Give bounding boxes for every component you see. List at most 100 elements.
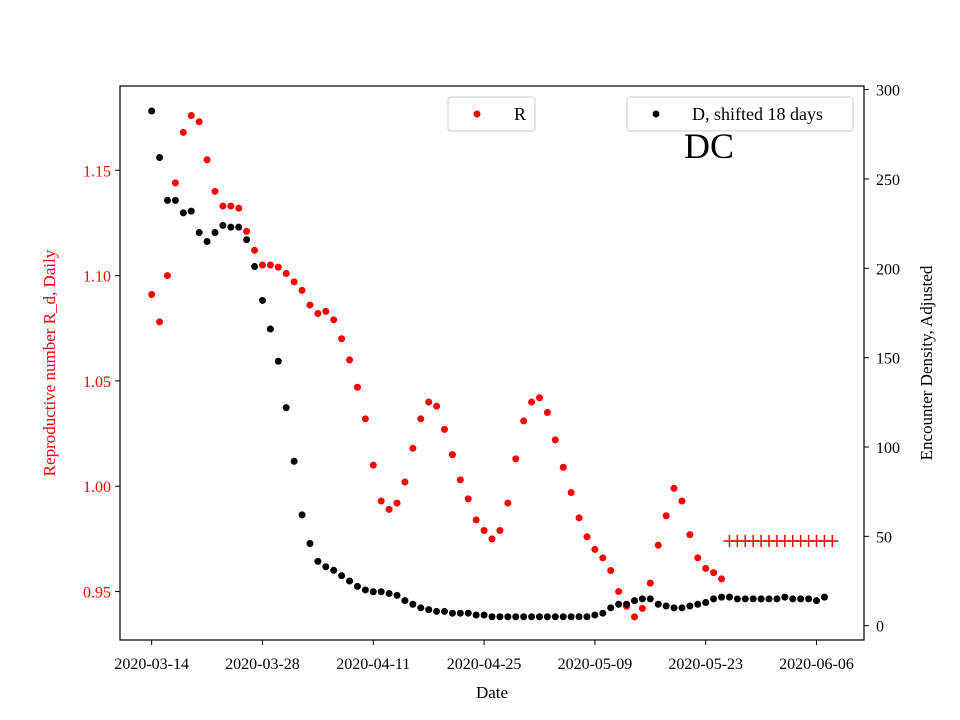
r-point (195, 118, 203, 126)
r-point (646, 579, 654, 587)
d-point (559, 613, 567, 621)
r-point (718, 575, 726, 583)
d-point (235, 223, 243, 231)
y-axis-right: 0 50 100 150 200 250 300 (864, 83, 900, 636)
r-point (591, 545, 599, 553)
r-point (385, 505, 393, 513)
d-point (401, 597, 409, 605)
r-point (472, 516, 480, 524)
d-point (258, 296, 266, 304)
r-point (662, 512, 670, 520)
y-left-tick-label: 1.05 (83, 374, 111, 391)
d-point (686, 602, 694, 610)
legend-d-label: D, shifted 18 days (692, 104, 823, 124)
d-point (535, 613, 543, 621)
d-point (322, 563, 330, 571)
r-point (551, 436, 559, 444)
d-point (353, 582, 361, 590)
d-point (227, 223, 235, 231)
r-point (274, 263, 282, 271)
x-tick-label: 2020-05-23 (668, 656, 743, 673)
d-point (425, 606, 433, 614)
d-point (765, 595, 773, 603)
d-point (472, 611, 480, 619)
d-point (187, 207, 195, 215)
y-left-tick-label: 1.00 (83, 479, 111, 496)
y-right-tick-label: 0 (876, 619, 884, 636)
d-point (488, 613, 496, 621)
r-point (710, 569, 718, 577)
r-point (163, 272, 171, 280)
r-point (227, 202, 235, 210)
r-point (686, 531, 694, 539)
legend-d-marker (652, 110, 660, 118)
d-point (749, 595, 757, 603)
r-point (464, 495, 472, 503)
d-point (733, 595, 741, 603)
r-point (251, 246, 259, 254)
y-right-tick-label: 150 (876, 351, 900, 368)
y-right-tick-label: 250 (876, 172, 900, 189)
r-point (401, 478, 409, 486)
d-point (251, 262, 259, 270)
d-point (789, 595, 797, 603)
r-point (361, 415, 369, 423)
d-point (567, 613, 575, 621)
r-point (219, 202, 227, 210)
r-point (567, 489, 575, 497)
d-point (678, 604, 686, 612)
r-point (338, 335, 346, 343)
d-point (330, 566, 338, 574)
r-projected-series (723, 534, 839, 547)
r-point (630, 613, 638, 621)
x-tick-label: 2020-06-06 (779, 656, 854, 673)
d-point (575, 613, 583, 621)
r-point (417, 415, 425, 423)
r-point (520, 417, 528, 425)
d-point (456, 609, 464, 617)
chart-annotation: DC (684, 126, 734, 166)
r-point (456, 476, 464, 484)
d-point (417, 604, 425, 612)
r-point (171, 179, 179, 187)
r-point (559, 463, 567, 471)
legend-r: R (447, 96, 536, 132)
d-point (298, 511, 306, 519)
d-point (266, 325, 274, 333)
d-point (448, 609, 456, 617)
d-point (741, 595, 749, 603)
d-point (393, 591, 401, 599)
r-point (496, 526, 504, 534)
y-axis-left-label: Reproductive number R_d, Daily (40, 249, 59, 476)
legend-r-marker (473, 110, 481, 118)
r-point (441, 425, 449, 433)
r-point (148, 291, 156, 299)
legend-d-box (626, 96, 854, 132)
y-right-tick-label: 100 (876, 440, 900, 457)
y-right-tick-label: 50 (876, 529, 892, 546)
legend-r-box (447, 96, 536, 132)
d-point (369, 588, 377, 596)
d-point (615, 600, 623, 608)
d-point (591, 611, 599, 619)
r-point (346, 356, 354, 364)
r-point (425, 398, 433, 406)
d-series (148, 107, 828, 621)
r-point (599, 554, 607, 562)
r-point (290, 278, 298, 286)
d-point (710, 595, 718, 603)
r-point (433, 402, 441, 410)
d-point (504, 613, 512, 621)
y-axis-right-label: Encounter Density, Adjusted (917, 265, 936, 460)
legend-d: D, shifted 18 days (626, 96, 854, 132)
r-point (353, 383, 361, 391)
d-point (797, 595, 805, 603)
r-point (187, 111, 195, 119)
r-point (678, 497, 686, 505)
r-point (235, 204, 243, 212)
plot-frame (119, 85, 865, 641)
d-point (630, 597, 638, 605)
r-point (448, 451, 456, 459)
r-point (543, 409, 551, 417)
